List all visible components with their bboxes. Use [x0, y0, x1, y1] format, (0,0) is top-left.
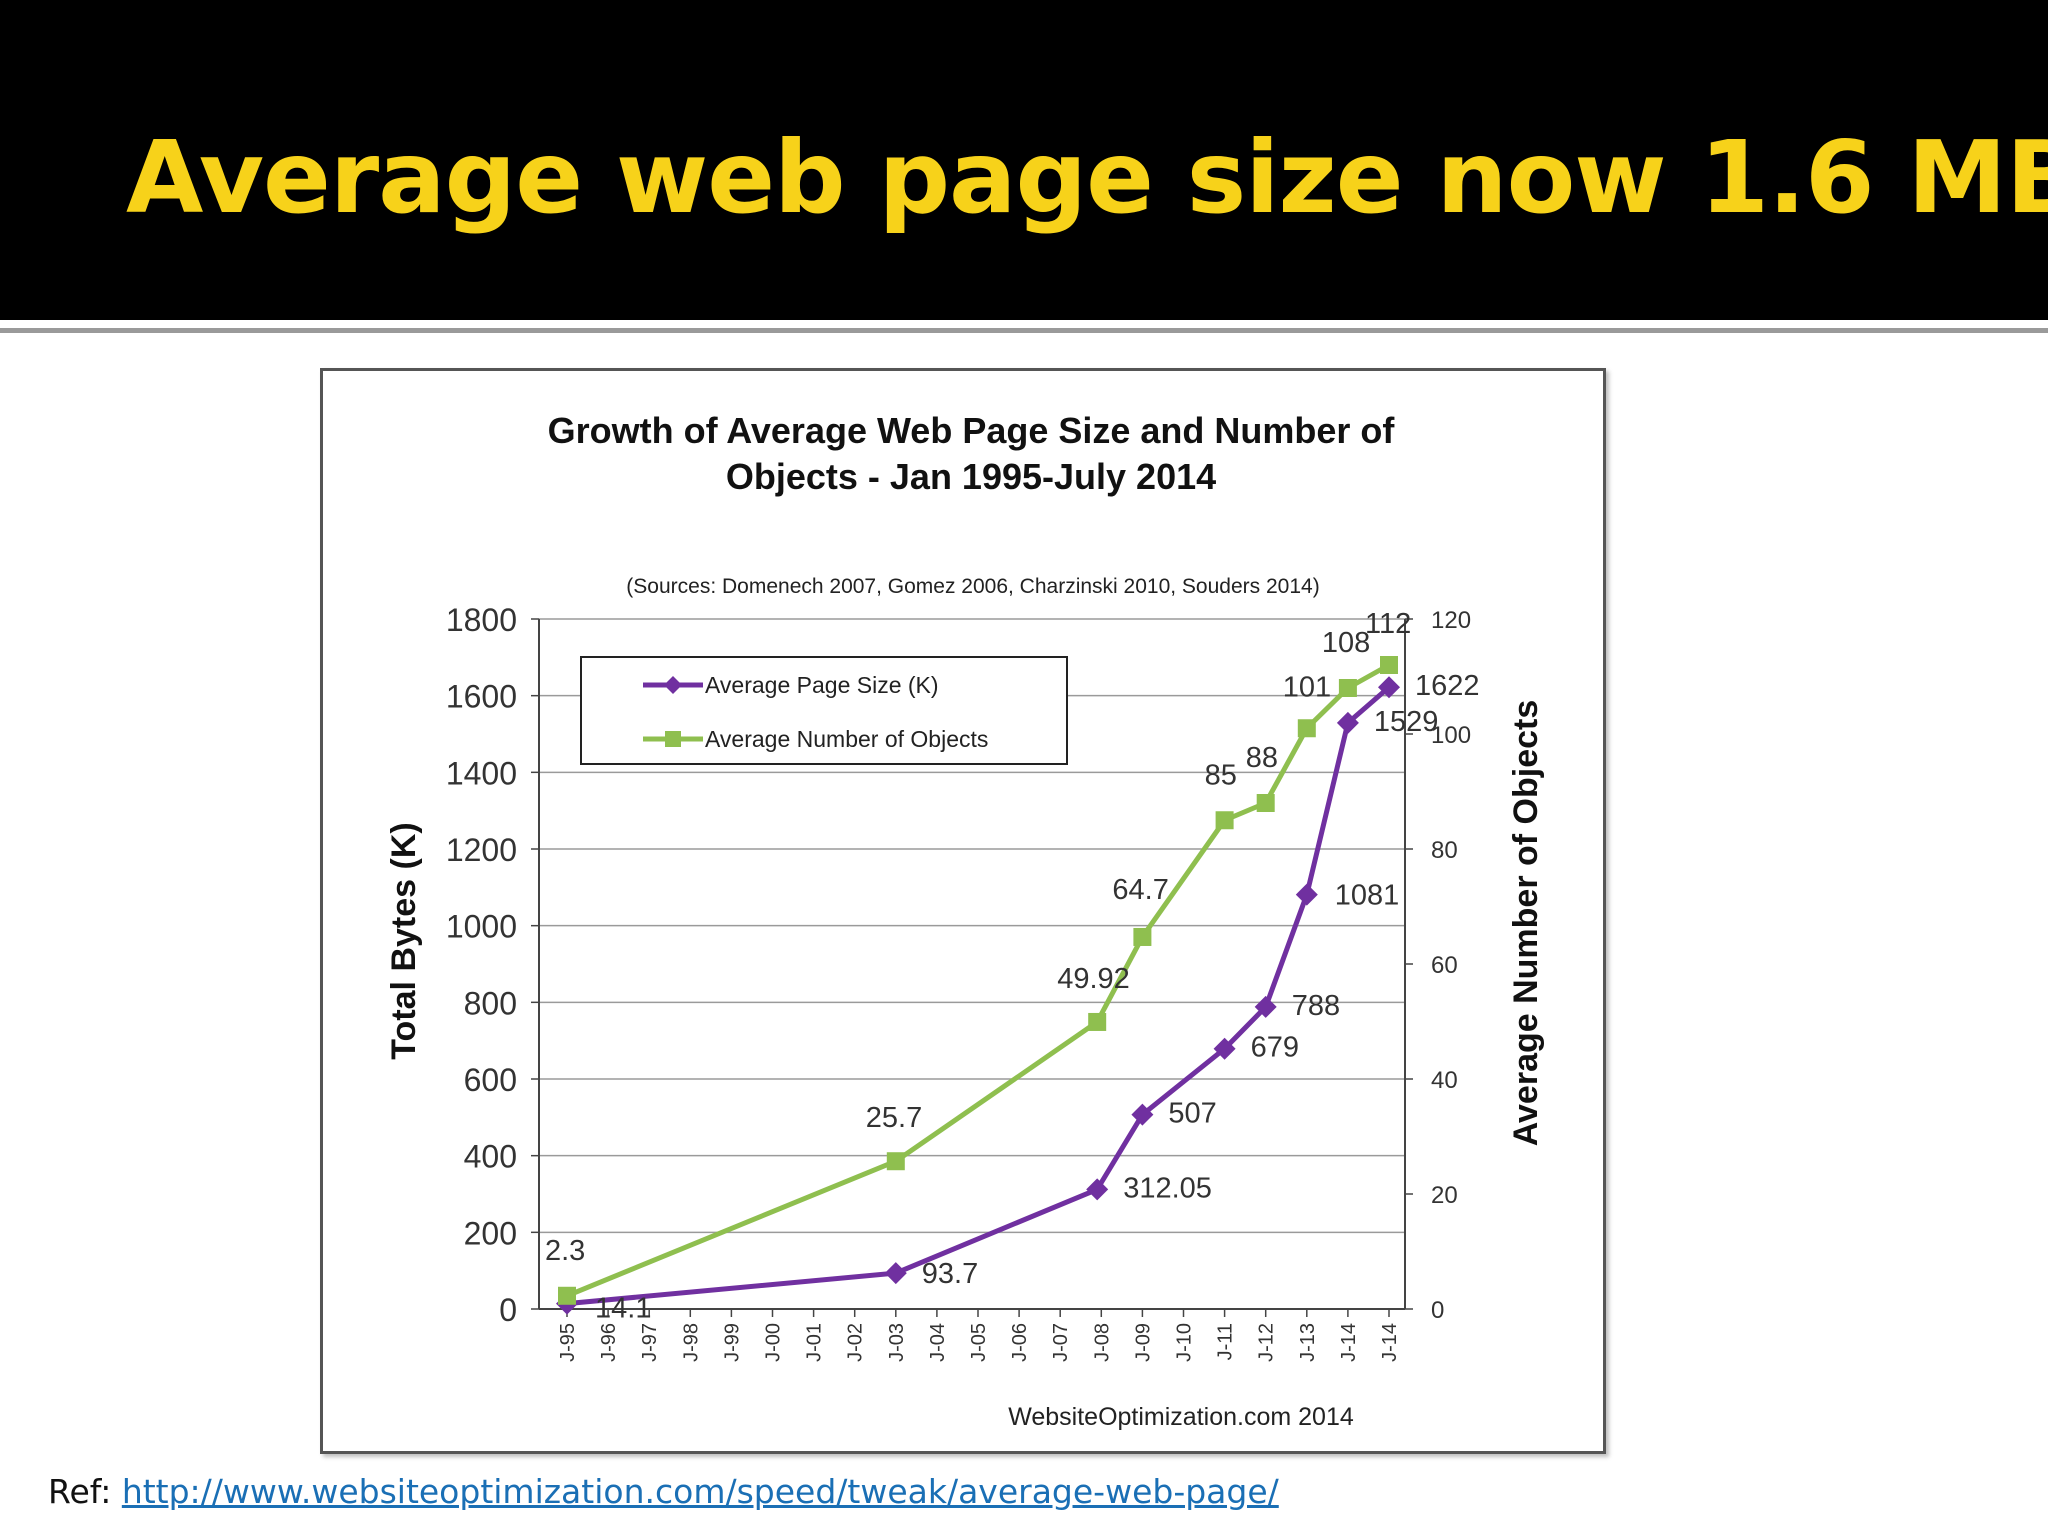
title-bar	[0, 0, 2048, 320]
y2-tick-label: 100	[1431, 722, 1471, 749]
x-tick-label: J-10	[1174, 1323, 1196, 1362]
series	[556, 656, 1400, 1315]
data-label: 1529	[1374, 706, 1439, 738]
chart-title-line2: Objects - Jan 1995-July 2014	[726, 456, 1216, 497]
x-tick-label: J-12	[1256, 1323, 1278, 1362]
y2-tick-label: 80	[1431, 837, 1458, 864]
y2-tick-label: 120	[1431, 607, 1471, 634]
y2-tick-label: 0	[1431, 1297, 1444, 1324]
x-tick-label: J-02	[845, 1323, 867, 1362]
data-label: 108	[1322, 627, 1370, 659]
series-line-0	[566, 685, 1391, 1307]
x-tick-label: J-09	[1132, 1323, 1154, 1362]
data-label: 679	[1251, 1032, 1299, 1064]
x-tick-label: J-98	[680, 1323, 702, 1362]
data-label: 112	[1365, 608, 1411, 640]
data-labels: 14.1 93.7 312.05 507 679 788 1081 1529 1622 2.3 25…	[545, 608, 1480, 1325]
legend-page-size-label: Average Page Size (K)	[705, 672, 939, 698]
data-label: 312.05	[1123, 1172, 1212, 1204]
chart: Growth of Average Web Page Size and Numb…	[385, 410, 1545, 1431]
data-point-square	[1133, 927, 1152, 946]
x-tick-label: J-14	[1338, 1323, 1360, 1362]
y2-tick-label: 20	[1431, 1182, 1458, 1209]
x-tick-label: J-11	[1215, 1323, 1237, 1360]
data-point-square	[1380, 656, 1398, 674]
x-tick-label: J-06	[1009, 1323, 1031, 1362]
x-tick-label: J-01	[804, 1323, 826, 1362]
data-label: 1081	[1335, 880, 1400, 912]
data-label: 64.7	[1112, 874, 1168, 906]
reference-link[interactable]: http://www.websiteoptimization.com/speed…	[121, 1472, 1279, 1511]
y2-axis-title: Average Number of Objects	[1507, 700, 1545, 1147]
data-point-square	[886, 1152, 905, 1171]
data-label: 2.3	[545, 1235, 585, 1267]
reference-label: Ref:	[48, 1472, 122, 1511]
x-tick-label: J-97	[639, 1323, 661, 1362]
x-tick-label: J-99	[721, 1323, 743, 1362]
y-tick-label: 600	[464, 1062, 517, 1098]
title-divider	[0, 328, 2048, 333]
chart-frame: Growth of Average Web Page Size and Numb…	[320, 368, 1606, 1454]
y-tick-label: 1600	[446, 679, 517, 715]
data-point-diamond	[1086, 1178, 1109, 1201]
data-label: 14.1	[595, 1293, 651, 1325]
x-tick-label: J-07	[1050, 1323, 1072, 1362]
x-tick-label: J-96	[598, 1323, 620, 1362]
data-label: 93.7	[922, 1258, 978, 1290]
y-tick-label: 1800	[446, 602, 517, 638]
legend-box	[580, 656, 1068, 765]
data-label: 507	[1168, 1098, 1216, 1130]
data-point-square	[558, 1286, 576, 1305]
y-tick-label: 400	[464, 1139, 517, 1175]
data-label: 788	[1292, 990, 1340, 1022]
y-tick-label: 1000	[446, 909, 517, 945]
chart-subtitle: (Sources: Domenech 2007, Gomez 2006, Cha…	[626, 575, 1319, 598]
x-tick-label: J-08	[1091, 1323, 1113, 1362]
y2-tick-label: 40	[1431, 1067, 1458, 1094]
data-point-square	[1256, 794, 1275, 812]
data-point-diamond	[1378, 676, 1400, 699]
legend-page-size-marker	[664, 676, 682, 694]
reference-line: Ref: http://www.websiteoptimization.com/…	[48, 1472, 1279, 1511]
x-tick-label: J-00	[763, 1323, 785, 1362]
x-tick-label: J-14	[1379, 1323, 1401, 1362]
data-point-square	[1338, 679, 1357, 697]
data-label: 25.7	[866, 1102, 922, 1134]
data-point-diamond	[1295, 883, 1318, 906]
data-point-diamond	[1213, 1037, 1236, 1060]
data-label: 101	[1283, 671, 1331, 703]
chart-title-line1: Growth of Average Web Page Size and Numb…	[548, 410, 1396, 451]
x-tick-label: J-95	[557, 1323, 579, 1362]
data-label: 88	[1246, 742, 1278, 774]
y-tick-label: 0	[499, 1292, 517, 1328]
x-tick-label: J-04	[927, 1323, 949, 1362]
data-point-diamond	[1131, 1103, 1154, 1126]
data-point-square	[1088, 1012, 1107, 1031]
legend-objects-label: Average Number of Objects	[705, 726, 988, 752]
data-label: 1622	[1415, 670, 1480, 702]
y-axis-title: Total Bytes (K)	[385, 822, 423, 1059]
data-label: 85	[1205, 759, 1237, 791]
y2-tick-label: 60	[1431, 952, 1458, 979]
axes: 0 200 400 600 800 1000 1200 1400 1600 1800 0 20 40 60…	[446, 602, 1471, 1362]
y-tick-label: 200	[464, 1215, 517, 1251]
y-tick-label: 800	[464, 985, 517, 1021]
data-point-diamond	[1336, 711, 1359, 734]
x-tick-label: J-13	[1297, 1323, 1319, 1362]
data-label: 49.92	[1057, 963, 1130, 995]
legend: Average Page Size (K) Average Number of …	[580, 656, 1068, 765]
data-point-diamond	[1254, 995, 1277, 1018]
x-tick-label: J-05	[968, 1323, 990, 1362]
x-tick-label: J-03	[886, 1323, 908, 1362]
legend-objects-marker	[665, 731, 681, 747]
y-tick-label: 1200	[446, 832, 517, 868]
data-point-diamond	[884, 1262, 907, 1285]
data-point-square	[1297, 719, 1316, 738]
chart-footer: WebsiteOptimization.com 2014	[1008, 1403, 1354, 1431]
y-tick-label: 1400	[446, 755, 517, 791]
slide-title: Average web page size now 1.6 MB	[126, 119, 2048, 236]
data-point-square	[1215, 811, 1234, 830]
